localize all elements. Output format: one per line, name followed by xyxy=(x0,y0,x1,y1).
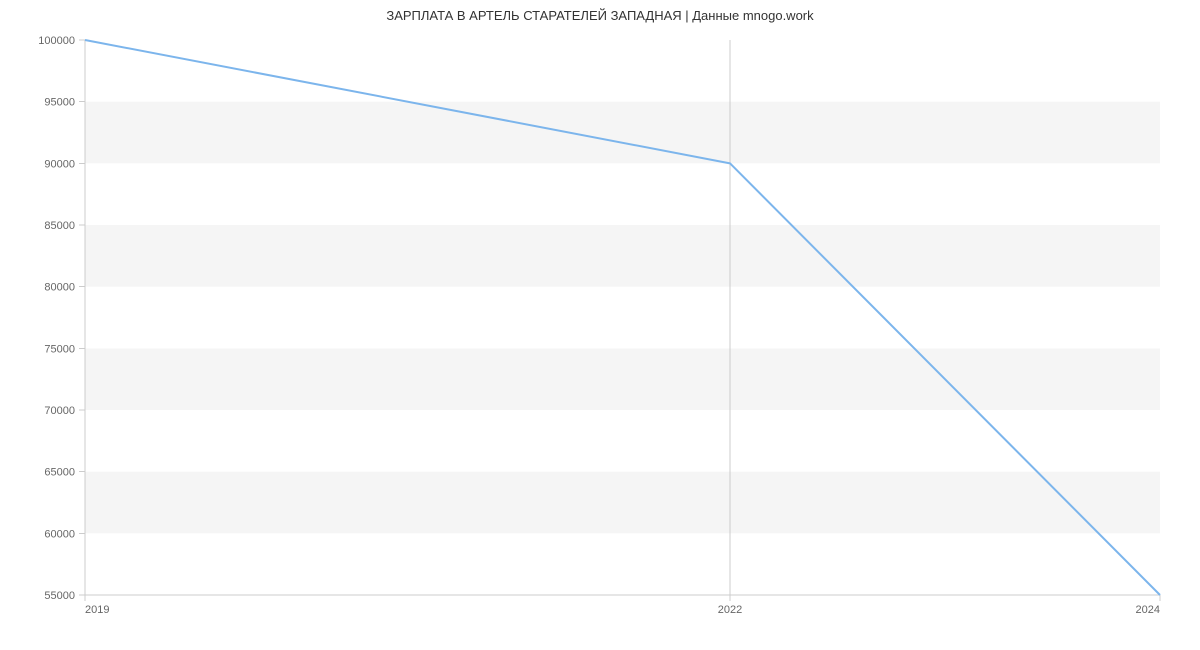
y-tick-label: 90000 xyxy=(44,158,75,170)
plot-band xyxy=(85,410,1160,472)
y-tick-label: 95000 xyxy=(44,97,75,109)
y-tick-label: 85000 xyxy=(44,220,75,232)
y-tick-label: 75000 xyxy=(44,343,75,355)
plot-band xyxy=(85,287,1160,349)
y-tick-label: 80000 xyxy=(44,282,75,294)
plot-band xyxy=(85,533,1160,595)
x-tick-label: 2024 xyxy=(1136,604,1160,616)
y-tick-label: 60000 xyxy=(44,528,75,540)
x-tick-label: 2022 xyxy=(718,604,742,616)
x-tick-label: 2019 xyxy=(85,604,109,616)
chart-title: ЗАРПЛАТА В АРТЕЛЬ СТАРАТЕЛЕЙ ЗАПАДНАЯ | … xyxy=(0,8,1200,23)
y-tick-label: 65000 xyxy=(44,467,75,479)
y-tick-label: 100000 xyxy=(38,35,75,47)
salary-line-chart: ЗАРПЛАТА В АРТЕЛЬ СТАРАТЕЛЕЙ ЗАПАДНАЯ | … xyxy=(0,0,1200,650)
plot-band xyxy=(85,472,1160,534)
plot-band xyxy=(85,102,1160,164)
plot-band xyxy=(85,348,1160,410)
chart-svg: 55000 60000 65000 70000 75000 80000 85000 90000… xyxy=(0,0,1200,650)
plot-band xyxy=(85,163,1160,225)
y-tick-label: 55000 xyxy=(44,590,75,602)
y-tick-label: 70000 xyxy=(44,405,75,417)
plot-band xyxy=(85,225,1160,287)
